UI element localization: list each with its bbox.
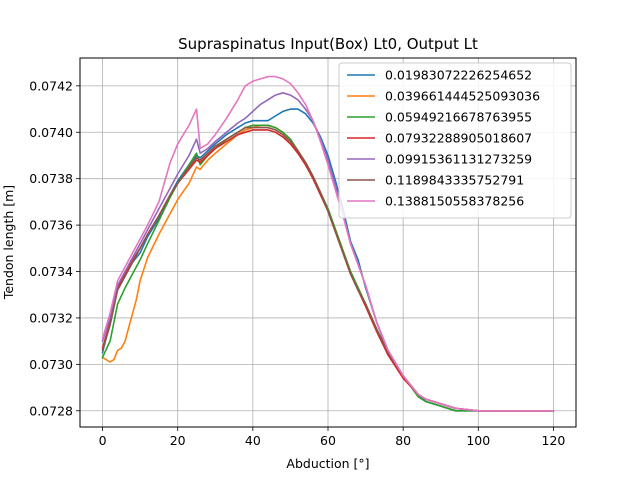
x-tick-label: 20 bbox=[170, 433, 186, 448]
x-tick-label: 120 bbox=[542, 433, 566, 448]
grid bbox=[80, 58, 576, 427]
axis-ticks: 0 20 40 60 80 100 120 0.0728 0.0730 0.0732 0.0734 0… bbox=[29, 78, 565, 448]
x-tick-label: 80 bbox=[395, 433, 411, 448]
y-tick-label: 0.0740 bbox=[29, 125, 73, 140]
y-tick-label: 0.0742 bbox=[29, 78, 73, 93]
x-tick-label: 40 bbox=[245, 433, 261, 448]
legend: 0.01983072226254652 0.039661444525093036 0… bbox=[338, 62, 572, 219]
legend-entry-7: 0.1388150558378256 bbox=[385, 194, 524, 209]
series-line-7 bbox=[101, 75, 555, 412]
chart-title: Supraspinatus Input(Box) Lt0, Output Lt bbox=[178, 35, 478, 53]
y-tick-label: 0.0728 bbox=[29, 403, 73, 418]
series-lines bbox=[101, 75, 555, 412]
legend-entry-4: 0.07932288905018607 bbox=[385, 131, 532, 146]
legend-box bbox=[338, 62, 572, 219]
legend-entry-6: 0.1189843335752791 bbox=[385, 173, 524, 188]
y-tick-label: 0.0736 bbox=[29, 218, 73, 233]
legend-entry-1: 0.01983072226254652 bbox=[385, 68, 532, 83]
x-tick-label: 60 bbox=[320, 433, 336, 448]
y-tick-label: 0.0738 bbox=[29, 171, 73, 186]
y-tick-label: 0.0732 bbox=[29, 310, 73, 325]
x-axis-label: Abduction [°] bbox=[286, 456, 369, 471]
y-tick-label: 0.0734 bbox=[29, 264, 73, 279]
y-tick-label: 0.0730 bbox=[29, 357, 73, 372]
x-tick-label: 100 bbox=[466, 433, 490, 448]
legend-entry-2: 0.039661444525093036 bbox=[385, 89, 540, 104]
x-tick-label: 0 bbox=[99, 433, 107, 448]
y-axis-label: Tendon length [m] bbox=[1, 185, 16, 300]
legend-entry-3: 0.05949216678763955 bbox=[385, 110, 532, 125]
legend-entry-5: 0.09915361131273259 bbox=[385, 152, 532, 167]
